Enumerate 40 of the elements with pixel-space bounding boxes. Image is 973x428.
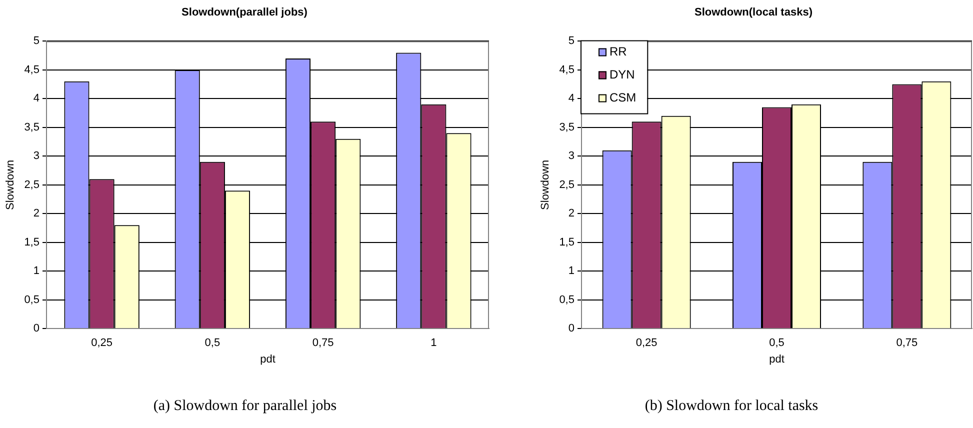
y-tick-label: 0 — [568, 322, 574, 335]
y-tick-label: 1,5 — [24, 236, 40, 248]
y-tick-label: 5 — [33, 35, 40, 48]
y-tick-label: 0,5 — [24, 294, 40, 306]
y-tick-label: 4,5 — [559, 64, 574, 76]
y-tick-label: 1,5 — [559, 236, 574, 248]
y-tick-label: 4 — [33, 92, 40, 105]
text: (b) Slowdown for local tasks — [644, 398, 820, 415]
x-tick-label: 0,25 — [91, 337, 113, 350]
y-tick-label: 0 — [33, 322, 40, 335]
y-tick-label: 4,5 — [24, 64, 40, 76]
x-tick-label: 0,5 — [769, 337, 784, 350]
y-tick-label: 4 — [568, 92, 574, 105]
x-axis-title: pdt — [260, 353, 276, 366]
y-tick-label: 3 — [33, 150, 40, 162]
y-axis-title: Slowdown — [4, 160, 17, 210]
legend-label: CSM — [609, 90, 636, 105]
chart-title: Slowdown(parallel jobs) — [182, 6, 308, 19]
x-tick-label: 0,75 — [312, 337, 334, 350]
y-tick-label: 2,5 — [559, 178, 574, 191]
legend-label: RR — [609, 44, 628, 59]
y-tick-label: 3,5 — [24, 121, 40, 134]
x-tick-label: 0,25 — [636, 337, 658, 350]
y-tick-label: 1 — [33, 265, 40, 278]
y-tick-label: 2 — [33, 208, 40, 220]
y-axis-title: Slowdown — [540, 160, 552, 210]
chart-title: Slowdown(local tasks) — [694, 6, 813, 19]
y-tick-label: 2 — [568, 208, 574, 220]
y-tick-label: 1 — [568, 265, 574, 278]
x-tick-label: 0,5 — [204, 337, 220, 350]
y-tick-label: 5 — [568, 35, 574, 48]
legend-label: DYN — [609, 68, 635, 82]
y-tick-label: 3,5 — [559, 121, 574, 134]
x-tick-label: 1 — [430, 337, 437, 350]
y-tick-label: 2,5 — [24, 178, 40, 191]
y-tick-label: 3 — [568, 150, 574, 162]
x-tick-label: 0,75 — [896, 337, 918, 350]
x-axis-title: pdt — [769, 353, 784, 366]
text: (a) Slowdown for parallel jobs — [152, 398, 338, 415]
y-tick-label: 0,5 — [559, 294, 574, 306]
